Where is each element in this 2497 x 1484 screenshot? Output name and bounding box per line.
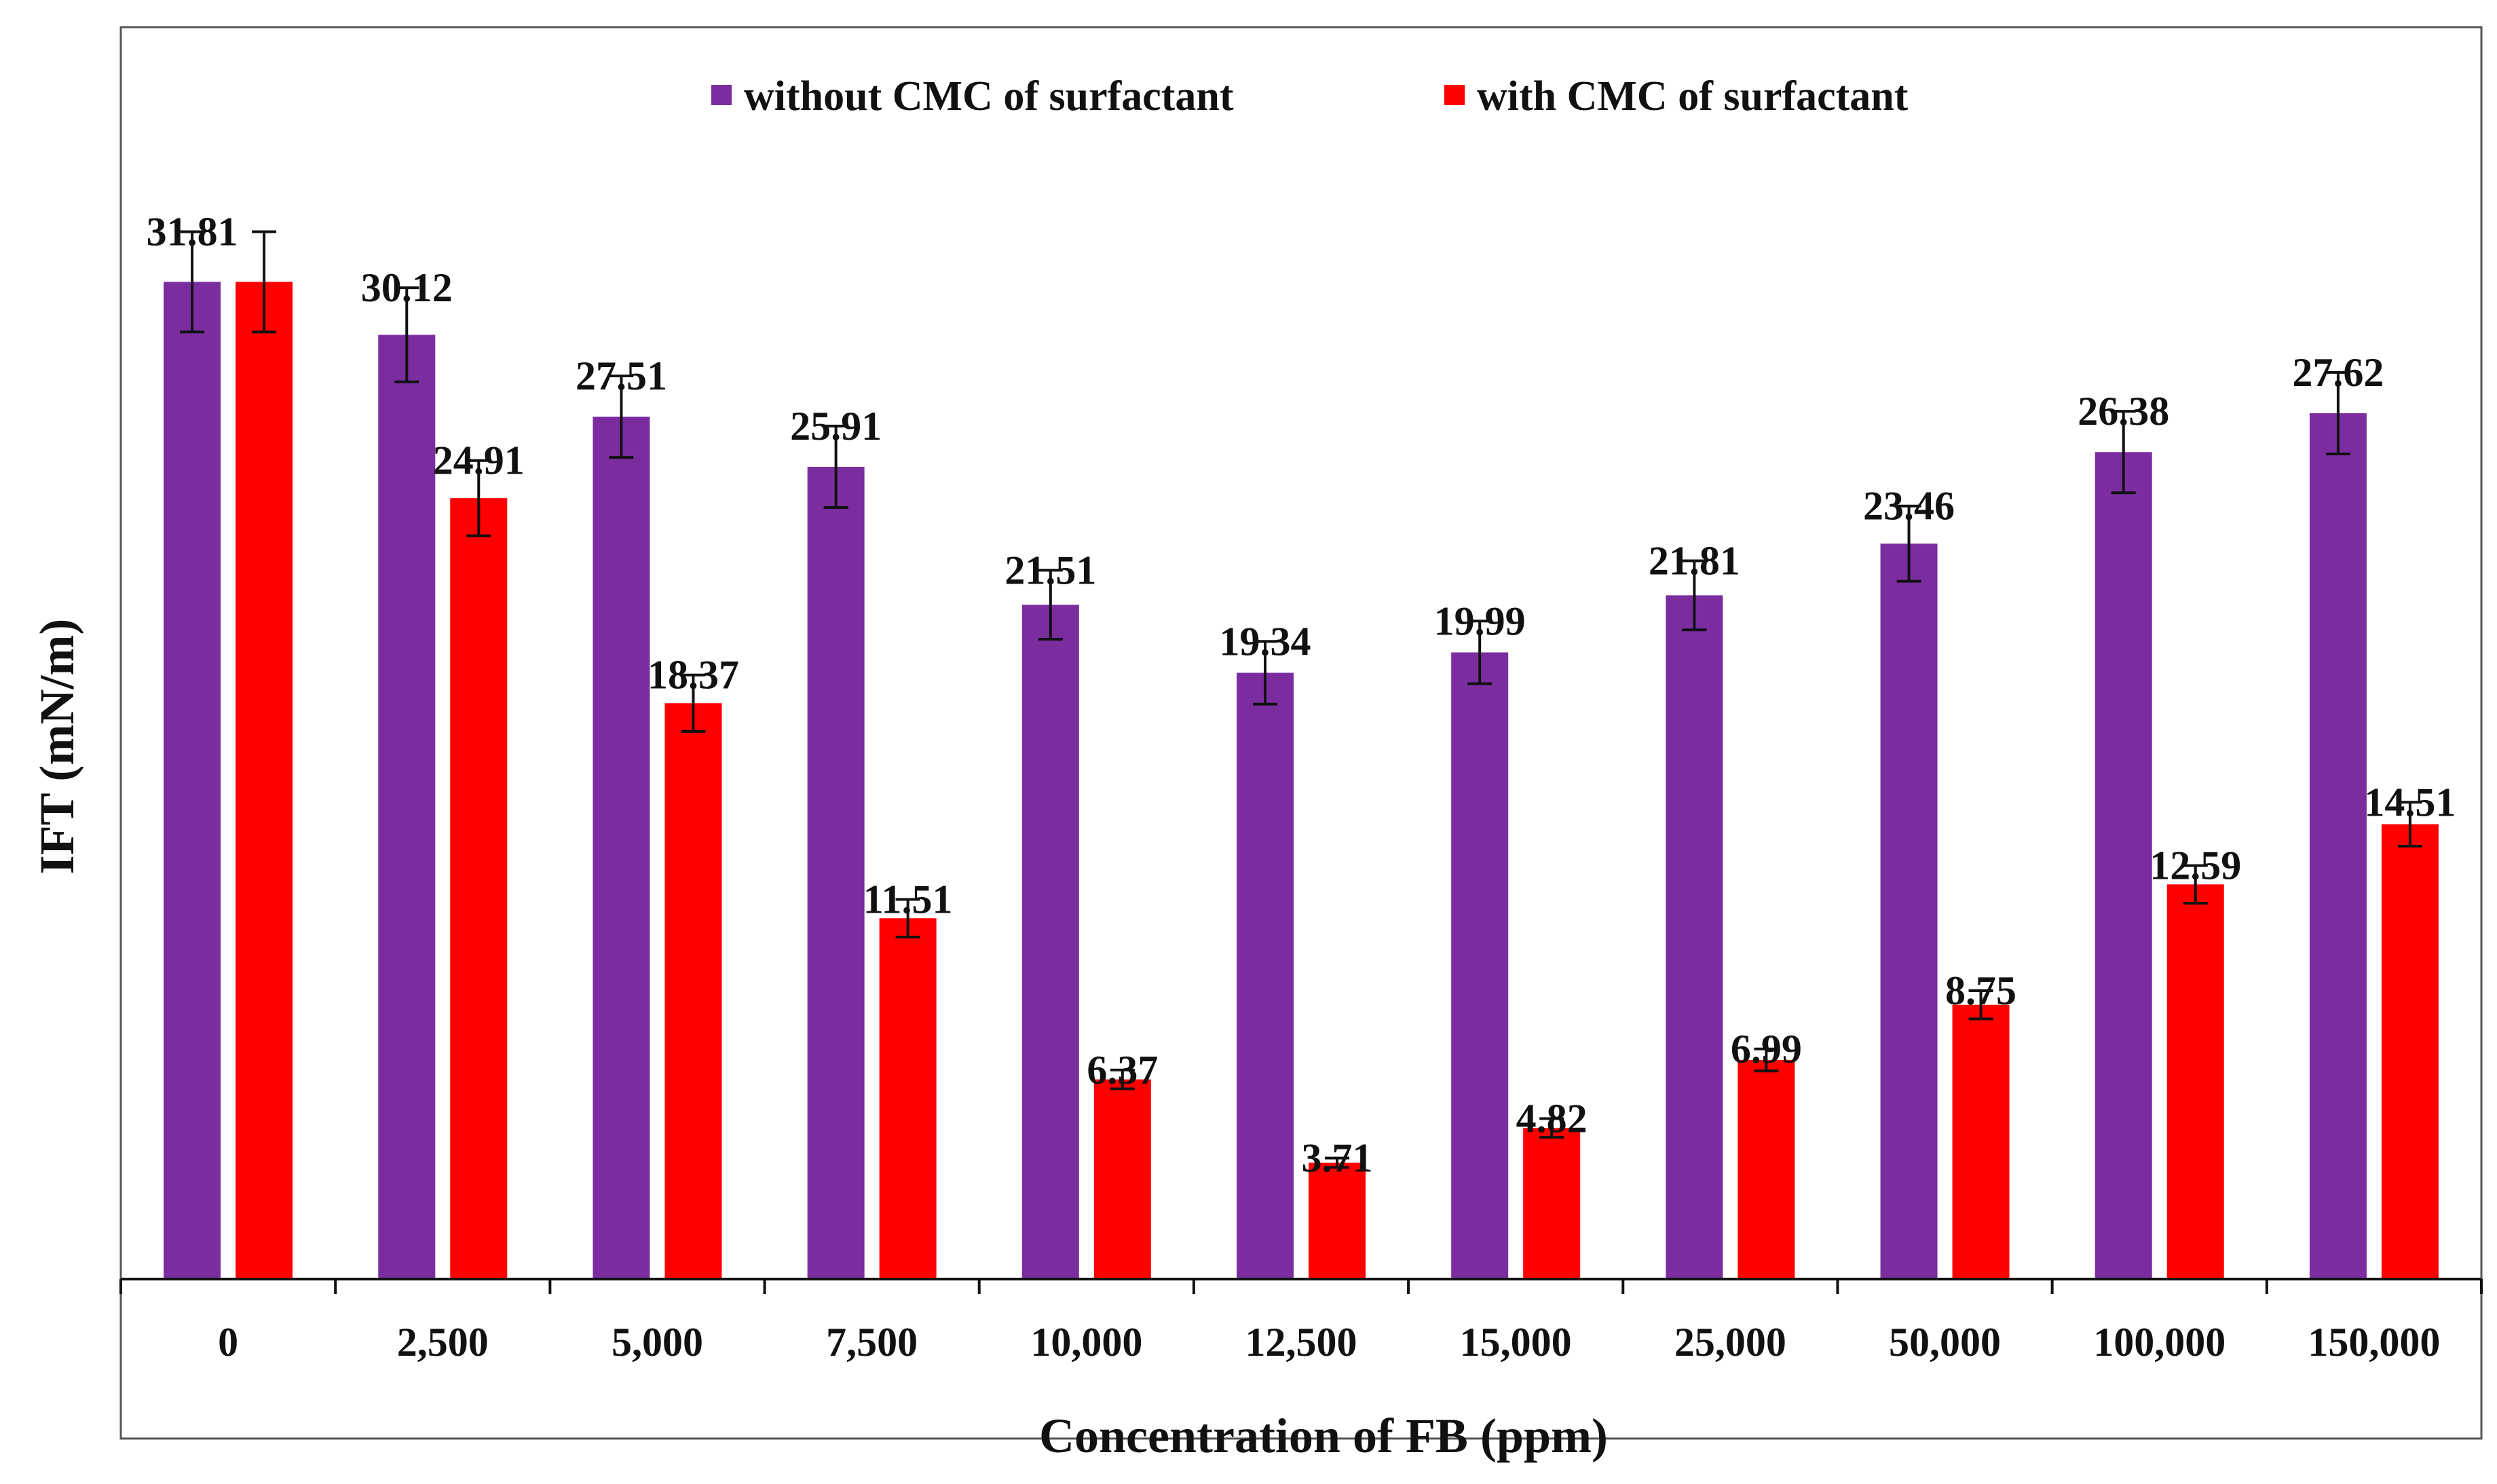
bar-with-cmc-7 bbox=[1738, 1060, 1795, 1279]
error-bar-without-cmc-8 bbox=[1896, 504, 1921, 583]
x-tick-label-5: 12,500 bbox=[1245, 1320, 1357, 1365]
x-axis-title: Concentration of FB (ppm) bbox=[1039, 1409, 1608, 1463]
error-bar-without-cmc-0 bbox=[180, 230, 205, 334]
error-bar-with-cmc-7 bbox=[1754, 1047, 1779, 1073]
error-bar-without-cmc-4 bbox=[1038, 569, 1063, 641]
error-bar-without-cmc-5 bbox=[1253, 640, 1277, 706]
bar-with-cmc-10 bbox=[2381, 824, 2439, 1279]
error-bar-with-cmc-4 bbox=[1110, 1068, 1135, 1090]
y-axis-title: IFT (mN/m) bbox=[30, 619, 84, 875]
data-label-without-cmc-8: 23.46 bbox=[1863, 484, 1955, 529]
legend-swatch-with-cmc bbox=[1444, 85, 1465, 105]
error-bar-with-cmc-6 bbox=[1539, 1117, 1564, 1139]
bar-with-cmc-9 bbox=[2166, 884, 2224, 1279]
error-bar-with-cmc-3 bbox=[895, 898, 920, 938]
bar-without-cmc-0 bbox=[164, 282, 221, 1280]
x-tick-label-3: 7,500 bbox=[826, 1320, 918, 1365]
bar-with-cmc-3 bbox=[879, 918, 937, 1279]
data-label-without-cmc-1: 30.12 bbox=[361, 265, 453, 310]
bar-with-cmc-1 bbox=[450, 498, 508, 1280]
error-bar-with-cmc-0 bbox=[252, 230, 277, 334]
data-label-without-cmc-9: 26.38 bbox=[2078, 389, 2169, 434]
legend-label-without-cmc: without CMC of surfactant bbox=[744, 73, 1234, 119]
bar-without-cmc-1 bbox=[378, 335, 436, 1279]
x-tick-label-9: 100,000 bbox=[2093, 1320, 2226, 1365]
legend-label-with-cmc: with CMC of surfactant bbox=[1477, 73, 1909, 119]
error-bar-with-cmc-2 bbox=[681, 673, 706, 733]
data-label-with-cmc-9: 12.59 bbox=[2149, 843, 2241, 888]
data-label-without-cmc-3: 25.91 bbox=[790, 404, 882, 449]
error-bar-without-cmc-9 bbox=[2111, 410, 2136, 495]
bar-without-cmc-2 bbox=[593, 417, 650, 1279]
labels-layer: 31.81 0 30.12 24.91 2,500 27.51 18.37 5,000 25.9… bbox=[147, 209, 2456, 1365]
error-bar-without-cmc-2 bbox=[609, 374, 634, 459]
data-label-without-cmc-0: 31.81 bbox=[147, 209, 238, 254]
data-label-with-cmc-10: 14.51 bbox=[2364, 780, 2456, 824]
error-bar-without-cmc-6 bbox=[1467, 620, 1492, 685]
bar-with-cmc-6 bbox=[1523, 1128, 1581, 1279]
error-bar-with-cmc-1 bbox=[466, 459, 491, 537]
error-bar-without-cmc-1 bbox=[394, 286, 419, 383]
bar-without-cmc-6 bbox=[1451, 652, 1509, 1279]
data-label-without-cmc-6: 19.99 bbox=[1434, 598, 1526, 643]
bar-without-cmc-3 bbox=[807, 466, 865, 1279]
axes-layer bbox=[119, 1278, 2483, 1294]
data-label-without-cmc-4: 21.51 bbox=[1005, 548, 1096, 592]
data-label-with-cmc-1: 24.91 bbox=[433, 438, 525, 483]
bar-without-cmc-4 bbox=[1021, 605, 1079, 1279]
bar-with-cmc-5 bbox=[1309, 1162, 1366, 1279]
chart-border bbox=[119, 26, 2483, 1440]
data-label-with-cmc-8: 8.75 bbox=[1945, 968, 2016, 1013]
data-label-with-cmc-5: 3.71 bbox=[1302, 1136, 1373, 1181]
bar-with-cmc-4 bbox=[1093, 1079, 1151, 1279]
x-tick-label-0: 0 bbox=[218, 1320, 238, 1365]
error-bar-without-cmc-10 bbox=[2325, 370, 2350, 456]
data-label-with-cmc-3: 11.51 bbox=[863, 877, 953, 922]
bar-with-cmc-8 bbox=[1952, 1004, 2010, 1279]
bar-without-cmc-8 bbox=[1880, 544, 1938, 1280]
data-label-with-cmc-2: 18.37 bbox=[647, 653, 739, 698]
bar-without-cmc-5 bbox=[1237, 672, 1294, 1279]
legend: without CMC of surfactant with CMC of su… bbox=[711, 73, 1909, 119]
bar-without-cmc-9 bbox=[2095, 452, 2152, 1279]
x-tick-label-7: 25,000 bbox=[1674, 1320, 1786, 1365]
error-bar-with-cmc-8 bbox=[1968, 989, 1993, 1021]
bars-layer bbox=[164, 230, 2439, 1280]
data-label-without-cmc-5: 19.34 bbox=[1220, 619, 1311, 664]
data-label-with-cmc-7: 6.99 bbox=[1731, 1027, 1802, 1071]
x-tick-label-1: 2,500 bbox=[397, 1320, 489, 1365]
bar-with-cmc-2 bbox=[664, 703, 722, 1279]
data-label-with-cmc-6: 4.82 bbox=[1516, 1096, 1588, 1141]
data-label-without-cmc-10: 27.62 bbox=[2292, 350, 2384, 395]
bar-without-cmc-7 bbox=[1666, 595, 1723, 1279]
data-label-without-cmc-2: 27.51 bbox=[576, 354, 667, 398]
error-bar-without-cmc-3 bbox=[823, 424, 848, 510]
legend-swatch-without-cmc bbox=[711, 85, 732, 105]
error-bar-with-cmc-5 bbox=[1325, 1156, 1349, 1169]
x-tick-label-6: 15,000 bbox=[1460, 1320, 1572, 1365]
x-tick-label-2: 5,000 bbox=[612, 1320, 703, 1365]
x-tick-label-4: 10,000 bbox=[1030, 1320, 1142, 1365]
error-bar-with-cmc-9 bbox=[2183, 864, 2208, 905]
data-label-without-cmc-7: 21.81 bbox=[1649, 539, 1740, 584]
bar-with-cmc-0 bbox=[236, 282, 293, 1280]
bar-without-cmc-10 bbox=[2309, 413, 2367, 1279]
x-tick-label-8: 50,000 bbox=[1889, 1320, 2001, 1365]
error-bar-without-cmc-7 bbox=[1682, 559, 1707, 632]
x-tick-label-10: 150,000 bbox=[2308, 1320, 2440, 1365]
data-label-with-cmc-4: 6.37 bbox=[1087, 1048, 1158, 1092]
error-bar-with-cmc-10 bbox=[2397, 801, 2422, 848]
